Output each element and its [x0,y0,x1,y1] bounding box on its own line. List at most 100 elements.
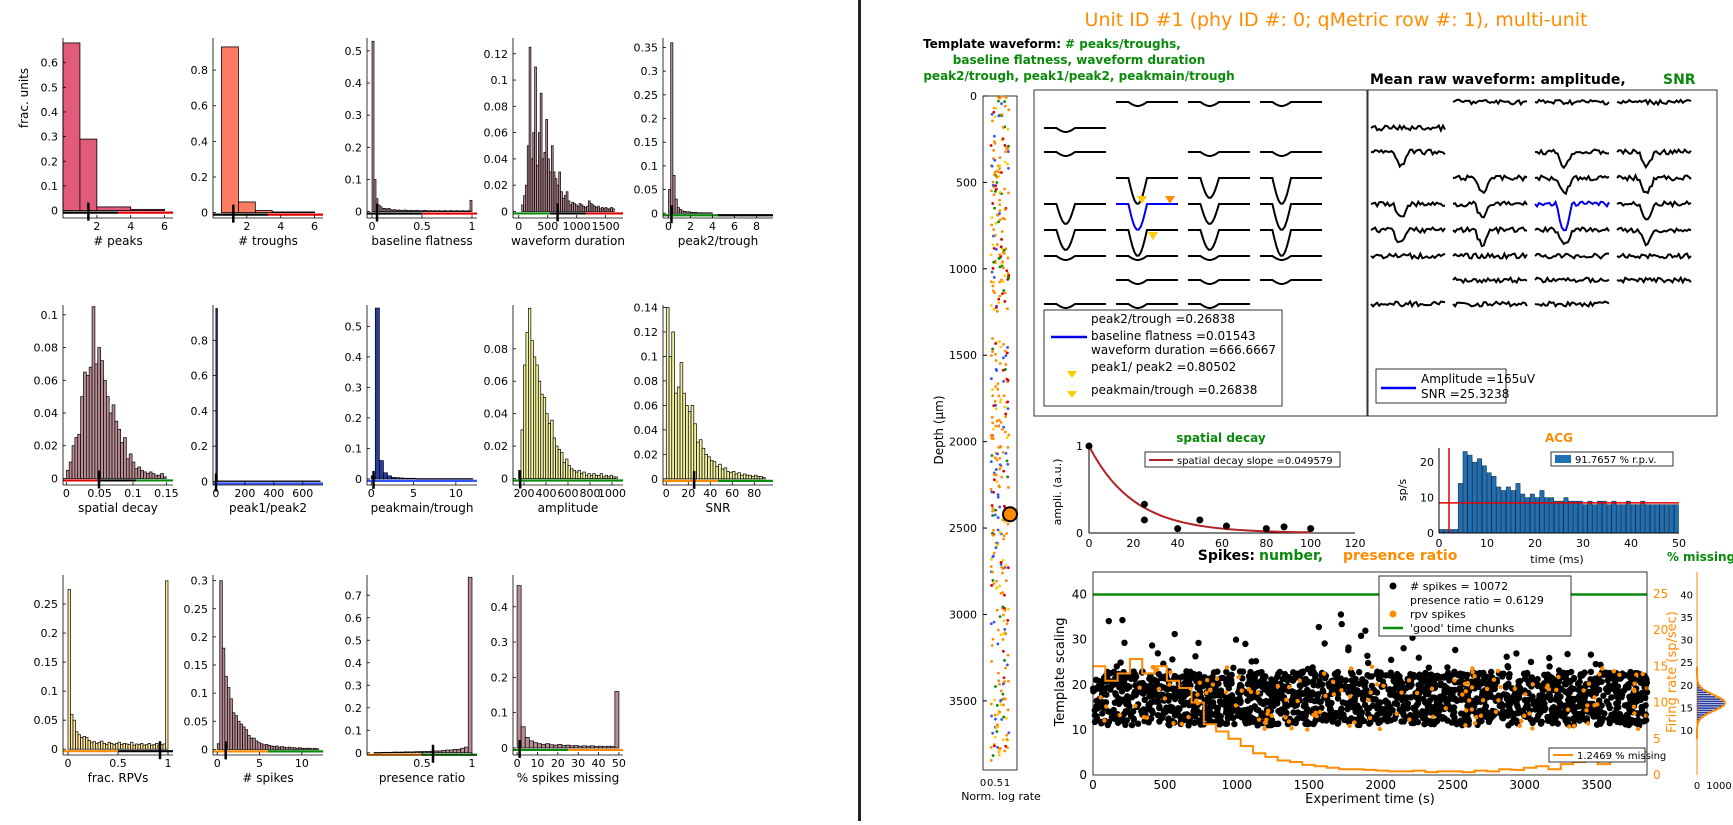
y-tick-label: 0.06 [34,374,59,387]
spike-point [1268,721,1275,729]
spike-point [1582,692,1589,699]
spatial-legend-box [1144,451,1341,468]
depth-unit-dot [994,342,998,345]
spike-point [1359,676,1366,683]
acg-x-tick: 50 [1672,537,1686,550]
spike-point [1243,690,1251,697]
spike-point [1592,660,1600,668]
acg-x-tick: 30 [1576,537,1590,550]
spike-point [1390,674,1397,681]
spike-point [1608,694,1615,701]
depth-unit-dot [1006,445,1010,449]
depth-unit-dot [991,637,995,641]
spike-point [1285,687,1292,695]
histogram-bar [280,746,284,750]
spike-point [1613,700,1620,707]
depth-unit-dot [1007,607,1010,611]
y-tick-label: 0.08 [634,375,659,388]
histogram-bar [219,580,223,750]
spike-point [1148,707,1156,714]
spike-point [1425,690,1432,698]
depth-tick-label: 2500 [949,522,977,535]
spike-point [1228,680,1235,687]
acg-y-tick: 10 [1420,492,1434,505]
depth-unit-dot [1000,247,1004,251]
rpv-spike-point [1186,714,1191,720]
depth-unit-dot [998,456,1002,460]
spike-point [1319,681,1326,688]
rpv-spike-point [1321,671,1327,676]
spikes-x-tick: 1500 [1294,778,1325,792]
y-tick-label: 0.4 [345,657,363,670]
acg-bar [1520,493,1526,534]
depth-unit-dot [990,659,993,663]
histogram-bar [528,307,532,479]
spike-point [1229,714,1237,722]
histogram-bar [148,471,153,479]
histogram-bar [456,478,461,480]
depth-unit-dot [992,134,996,138]
x-tick-label: 0 [212,487,219,500]
spike-point [1195,639,1202,647]
histogram-bar [275,745,279,750]
depth-unit-dot [1001,605,1005,609]
x-axis-label: % spikes missing [517,771,619,785]
rpv-spike-point [1317,709,1323,715]
spike-point [1364,659,1372,667]
spatial-point [1140,500,1148,508]
depth-unit-dot [1003,504,1006,508]
spikes-y-tick-right: 20 [1653,623,1668,637]
histogram-bar [160,473,164,479]
spike-point [1419,708,1426,715]
spike-point [1583,715,1591,722]
depth-unit-dot [1003,405,1007,409]
spike-point [1426,697,1433,704]
legend-peak-main-marker [1067,391,1077,398]
depth-unit-dot [1003,349,1007,353]
histogram-bar [606,745,612,749]
x-tick-label: 1500 [592,220,620,233]
spike-point [1511,690,1518,698]
depth-unit-dot [997,424,1000,428]
spike-point [1487,668,1495,676]
rpv-spike-point [1399,690,1404,695]
mean-channel-waveform [1452,174,1528,195]
template-title-green: # peaks/troughs, [1065,37,1181,51]
template-channel-waveform [1260,101,1322,107]
pct-missing-title: % missing [1667,550,1733,564]
histogram-bar [614,691,620,749]
rpv-spike-point [1585,703,1590,708]
rpv-spike-point [1556,674,1561,680]
histogram-bar [614,476,618,479]
depth-strip-frame [982,95,1018,771]
spike-point [1456,670,1464,677]
spike-point [1107,669,1114,677]
acg-bar [1625,500,1631,534]
spike-point [1547,696,1554,704]
spike-point [1627,674,1634,682]
x-tick-label: 400 [536,487,557,500]
histogram-nspikes: 0 5 10 0 0.05 0.1 0.15 0.2 0.25 0.3 # spikes [184,575,323,785]
histogram-bar [676,386,681,480]
acg-legend-swatch [1555,455,1571,463]
spike-point [1587,651,1595,658]
histogram-bar [371,40,375,212]
histogram-bar [612,476,616,479]
rpv-spike-point [1480,698,1486,703]
mean-channel-waveform [1370,225,1446,244]
spike-point [1270,683,1278,691]
spike-point [1537,709,1544,716]
histogram-bar [569,745,575,749]
histogram-bar [270,745,274,750]
template-channel-waveform [1116,255,1178,261]
histogram-bar [373,752,379,754]
depth-unit-dot [993,171,997,174]
spike-point [1505,699,1512,706]
y-tick-label: 0.1 [641,160,659,173]
spike-point [1484,673,1491,681]
y-tick-label: 0.25 [184,603,209,616]
histogram-bar [452,478,457,480]
rpv-spike-point [1283,715,1288,720]
rpv-spike-point [1347,723,1352,729]
depth-unit-dot [1002,266,1005,270]
